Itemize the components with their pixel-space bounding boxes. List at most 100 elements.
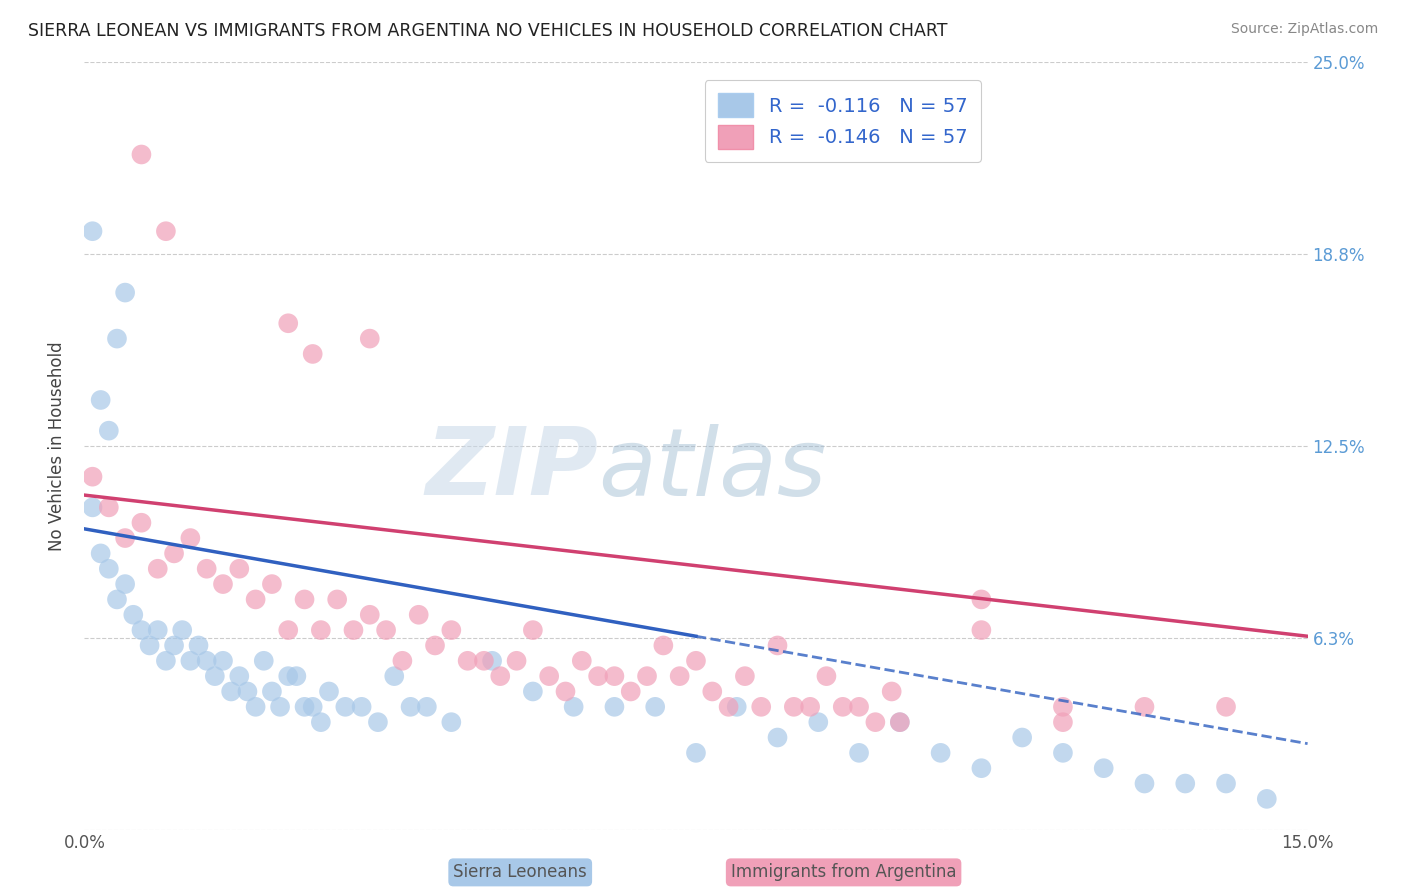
Point (97, 500, 120, 515)
Point (880, 684, 903, 698)
Point (294, 592, 316, 607)
Text: Immigrants from Argentina: Immigrants from Argentina (731, 863, 956, 881)
Point (114, 531, 136, 545)
Point (212, 654, 235, 668)
Point (766, 639, 789, 653)
Point (131, 516, 153, 530)
Point (90, 546, 112, 560)
Text: SIERRA LEONEAN VS IMMIGRANTS FROM ARGENTINA NO VEHICLES IN HOUSEHOLD CORRELATION: SIERRA LEONEAN VS IMMIGRANTS FROM ARGENT… (28, 22, 948, 40)
Point (269, 699, 291, 714)
Point (146, 562, 169, 576)
Point (195, 562, 218, 576)
Point (301, 699, 323, 714)
Point (391, 654, 413, 668)
Point (603, 669, 626, 683)
Point (889, 715, 911, 730)
Point (489, 669, 512, 683)
Point (970, 592, 993, 607)
Point (399, 699, 422, 714)
Point (1052, 699, 1074, 714)
Text: Source: ZipAtlas.com: Source: ZipAtlas.com (1230, 22, 1378, 37)
Text: Sierra Leoneans: Sierra Leoneans (453, 863, 588, 881)
Point (766, 731, 789, 745)
Point (90, 392, 112, 407)
Point (652, 639, 675, 653)
Point (245, 699, 267, 714)
Point (889, 715, 911, 730)
Point (219, 684, 242, 698)
Point (277, 316, 299, 330)
Point (179, 531, 201, 545)
Point (236, 684, 259, 698)
Point (1011, 731, 1033, 745)
Point (335, 699, 357, 714)
Point (155, 654, 177, 668)
Text: ZIP: ZIP (425, 423, 598, 515)
Point (97, 562, 120, 576)
Point (831, 699, 853, 714)
Point (538, 669, 561, 683)
Point (179, 654, 201, 668)
Point (253, 654, 276, 668)
Point (375, 623, 398, 637)
Point (702, 684, 724, 698)
Point (848, 699, 870, 714)
Point (636, 669, 658, 683)
Point (285, 669, 308, 683)
Point (82, 224, 104, 238)
Point (114, 577, 136, 591)
Point (725, 699, 748, 714)
Point (416, 699, 439, 714)
Point (522, 684, 544, 698)
Point (195, 654, 218, 668)
Point (342, 623, 364, 637)
Point (326, 592, 349, 607)
Point (114, 285, 136, 300)
Point (228, 562, 250, 576)
Point (1092, 761, 1115, 775)
Point (309, 715, 332, 730)
Point (318, 684, 340, 698)
Point (382, 669, 405, 683)
Point (457, 654, 479, 668)
Point (1256, 792, 1278, 806)
Text: atlas: atlas (598, 424, 827, 515)
Point (783, 699, 806, 714)
Point (172, 623, 194, 637)
Point (1133, 776, 1156, 790)
Point (163, 546, 186, 560)
Point (131, 623, 153, 637)
Point (929, 746, 952, 760)
Point (668, 669, 690, 683)
Point (277, 669, 299, 683)
Point (138, 639, 160, 653)
Point (562, 699, 585, 714)
Point (970, 623, 993, 637)
Point (586, 669, 609, 683)
Point (82, 500, 104, 515)
Point (260, 577, 283, 591)
Point (309, 623, 332, 637)
Point (122, 607, 145, 622)
Point (799, 699, 821, 714)
Point (163, 639, 186, 653)
Point (260, 684, 283, 698)
Point (350, 699, 373, 714)
Point (82, 469, 104, 483)
Point (848, 746, 870, 760)
Point (1174, 776, 1197, 790)
Point (865, 715, 887, 730)
Point (1052, 746, 1074, 760)
Point (571, 654, 593, 668)
Point (359, 607, 381, 622)
Point (807, 715, 830, 730)
Point (734, 669, 756, 683)
Point (97, 424, 120, 438)
Point (301, 347, 323, 361)
Point (644, 699, 666, 714)
Point (1052, 715, 1074, 730)
Point (749, 699, 772, 714)
Point (294, 699, 316, 714)
Point (187, 639, 209, 653)
Point (367, 715, 389, 730)
